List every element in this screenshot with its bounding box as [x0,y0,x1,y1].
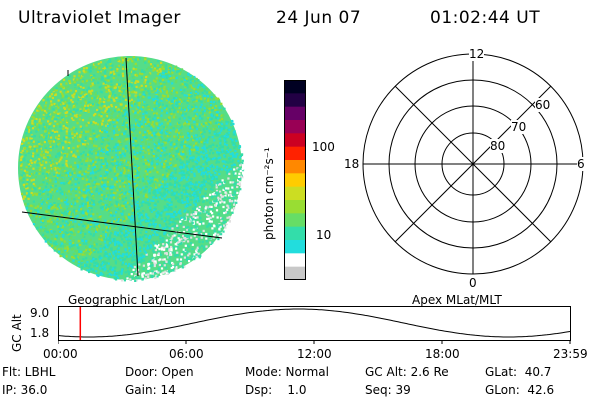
mlt-label-12: 12 [469,47,485,61]
polar-plot [362,53,584,275]
status-gc-alt: GC Alt: 2.6 Re [365,365,449,379]
status-mode: Mode: Normal [245,365,329,379]
colorbar [284,80,306,281]
colorbar-tick-100: 100 [312,140,335,154]
mlt-label-0: 0 [469,276,477,290]
colorbar-label: photon cm⁻²s⁻¹ [262,147,276,240]
mlat-label-80: 80 [490,139,506,153]
orbit-ytick-low: 1.8 [30,326,50,340]
status-door: Door: Open [125,365,194,379]
status-gain: Gain: 14 [125,383,176,397]
orbit-plot [58,306,571,344]
mlt-label-6: 6 [577,157,585,171]
mlat-label-60: 60 [535,98,551,112]
colorbar-tick-10: 10 [316,228,332,242]
orbit-xtick-0600: 06:00 [169,347,204,361]
status-flt: Flt: LBHL [2,365,56,379]
geo-caption: Geographic Lat/Lon [68,293,186,307]
status-ip: IP: 36.0 [2,383,48,397]
status-glon: GLon: 42.6 [485,383,555,397]
orbit-xtick-1200: 12:00 [297,347,332,361]
status-seq: Seq: 39 [365,383,411,397]
orbit-ylabel: GC Alt [10,314,24,352]
orbit-xtick-2359: 23:59 [553,347,588,361]
polar-caption: Apex MLat/MLT [412,293,502,307]
instrument-title: Ultraviolet Imager [18,8,181,28]
mlt-label-18: 18 [344,157,360,171]
uv-image [18,56,245,282]
orbit-xtick-0000: 00:00 [43,347,78,361]
date-label: 24 Jun 07 [276,8,362,28]
orbit-ytick-high: 9.0 [30,306,50,320]
status-dsp: Dsp: 1.0 [245,383,307,397]
mlat-label-70: 70 [511,120,527,134]
geographic-grid [21,57,223,277]
time-label: 01:02:44 UT [430,8,541,28]
orbit-xtick-1800: 18:00 [425,347,460,361]
status-glat: GLat: 40.7 [485,365,552,379]
